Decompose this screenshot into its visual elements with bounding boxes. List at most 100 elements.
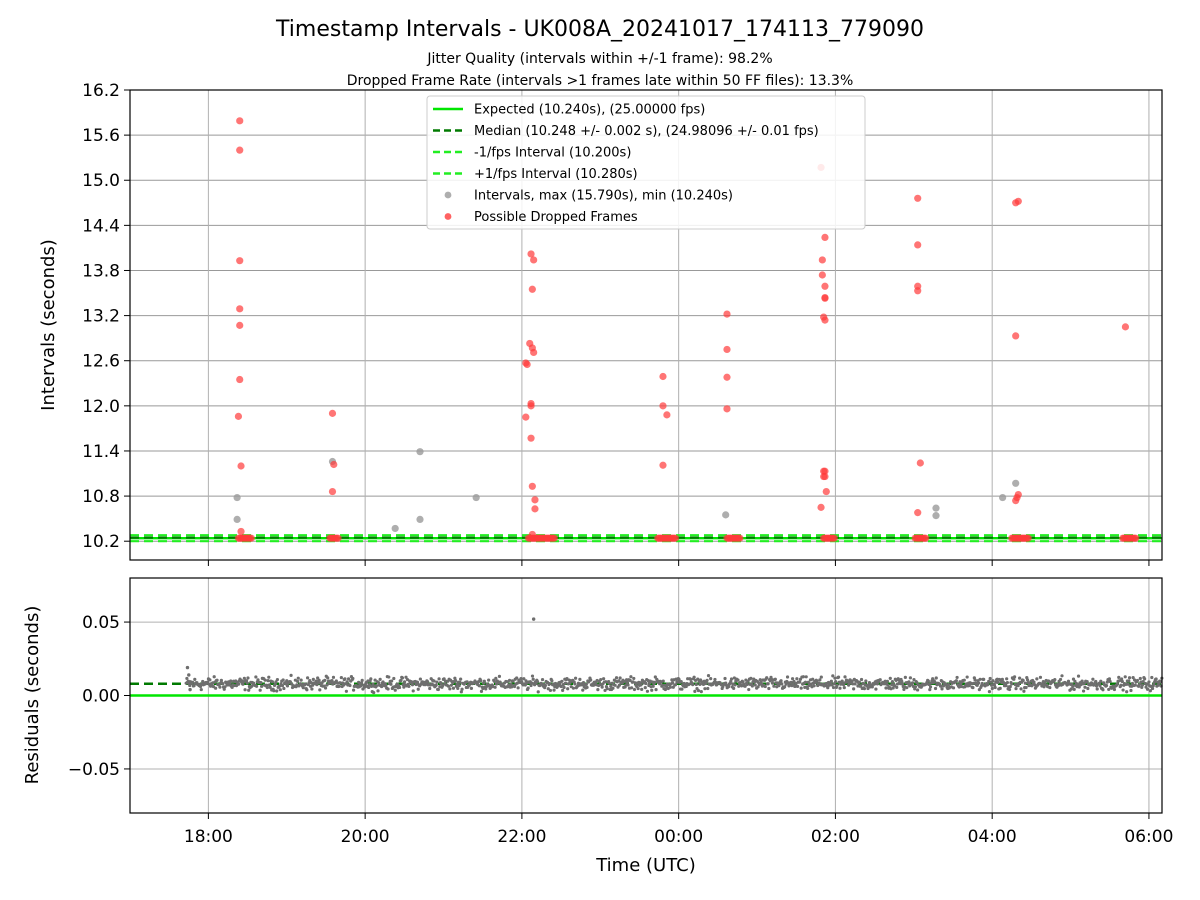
residual-point bbox=[1035, 677, 1039, 681]
dropped-frame-point bbox=[1024, 534, 1032, 542]
residual-point bbox=[1014, 687, 1018, 691]
residual-point bbox=[367, 682, 371, 687]
residual-point bbox=[434, 683, 438, 687]
dropped-frame-point bbox=[821, 472, 829, 481]
residual-point bbox=[1025, 678, 1030, 682]
residual-point bbox=[267, 683, 272, 687]
residual-point bbox=[698, 682, 702, 686]
residual-point bbox=[890, 680, 895, 684]
residual-point bbox=[1105, 680, 1109, 684]
residual-point bbox=[457, 684, 461, 688]
residual-point bbox=[337, 684, 341, 688]
residual-point bbox=[270, 680, 274, 684]
residual-point bbox=[1024, 685, 1028, 690]
residual-point bbox=[835, 683, 839, 688]
residual-point bbox=[199, 687, 203, 692]
intervals-x-ticks bbox=[207, 560, 1150, 566]
dropped-frame-point bbox=[328, 487, 337, 496]
residual-point bbox=[1148, 689, 1152, 693]
residual-point bbox=[706, 686, 710, 691]
residual-point bbox=[756, 685, 760, 689]
residual-point bbox=[795, 677, 799, 681]
residual-point bbox=[878, 678, 882, 682]
dropped-frame-point bbox=[723, 373, 731, 381]
residual-point bbox=[599, 677, 603, 682]
residual-point bbox=[247, 688, 251, 692]
dropped-frame-point bbox=[830, 534, 838, 542]
residual-point bbox=[910, 681, 915, 685]
residual-point bbox=[460, 687, 464, 691]
residual-point bbox=[692, 675, 696, 679]
residual-point bbox=[753, 683, 757, 687]
intervals-points bbox=[233, 117, 1130, 539]
residual-point bbox=[562, 685, 566, 690]
residual-point bbox=[933, 680, 937, 684]
legend-label: Median (10.248 +/- 0.002 s), (24.98096 +… bbox=[474, 124, 819, 139]
residual-point bbox=[790, 677, 795, 681]
residual-point bbox=[614, 676, 619, 680]
residual-point bbox=[535, 679, 540, 684]
residual-point bbox=[469, 686, 474, 690]
residual-point bbox=[1022, 689, 1026, 693]
residual-point bbox=[996, 680, 1000, 685]
legend-label: +1/fps Interval (10.280s) bbox=[474, 167, 638, 182]
residual-point bbox=[870, 685, 874, 689]
dropped-frame-point bbox=[723, 405, 731, 413]
residual-point bbox=[836, 675, 841, 679]
residual-point bbox=[668, 685, 673, 689]
chart-subtitle-jitter: Jitter Quality (intervals within +/-1 fr… bbox=[426, 51, 772, 67]
residual-point bbox=[829, 679, 833, 683]
residual-point bbox=[926, 679, 930, 683]
residual-point bbox=[494, 676, 498, 680]
intervals-y-tick-label: 15.0 bbox=[82, 171, 120, 191]
residual-point bbox=[1083, 685, 1087, 689]
residual-point bbox=[779, 679, 783, 683]
residual-point bbox=[223, 685, 227, 689]
residuals-y-tick-label: 0.00 bbox=[82, 687, 120, 707]
residual-outlier-point bbox=[531, 617, 536, 621]
dropped-frame-point bbox=[528, 482, 536, 490]
residual-point bbox=[853, 682, 857, 686]
residual-point bbox=[372, 691, 376, 695]
residual-point bbox=[563, 681, 568, 685]
dropped-frame-point bbox=[236, 321, 244, 329]
residuals-y-tick-label: 0.05 bbox=[82, 613, 120, 633]
residual-point bbox=[1000, 677, 1004, 681]
residual-point bbox=[951, 686, 956, 690]
residual-point bbox=[661, 679, 665, 683]
residual-point bbox=[1019, 687, 1023, 691]
residual-point bbox=[509, 682, 513, 686]
interval-point bbox=[416, 448, 424, 456]
residual-point bbox=[428, 686, 432, 691]
residual-point bbox=[874, 687, 878, 691]
residual-point bbox=[886, 683, 890, 687]
residual-point bbox=[705, 678, 709, 682]
dropped-frame-point bbox=[236, 146, 244, 154]
residual-point bbox=[905, 686, 909, 690]
residual-point bbox=[636, 686, 640, 691]
dropped-frame-point bbox=[916, 459, 924, 467]
residual-point bbox=[589, 678, 593, 682]
intervals-y-tick-label: 10.8 bbox=[82, 487, 120, 507]
residual-point bbox=[437, 677, 441, 681]
residual-point bbox=[540, 677, 545, 682]
residual-point bbox=[1005, 677, 1009, 681]
residual-point bbox=[1133, 683, 1137, 687]
interval-point bbox=[932, 512, 940, 520]
residual-point bbox=[1125, 690, 1129, 694]
residual-point bbox=[359, 681, 364, 685]
intervals-y-tick-label: 12.0 bbox=[82, 397, 120, 417]
residual-point bbox=[1095, 687, 1099, 691]
residual-point bbox=[1053, 678, 1057, 682]
dropped-frame-point bbox=[236, 375, 244, 384]
residual-point bbox=[230, 685, 234, 689]
x-tick-label: 18:00 bbox=[184, 827, 233, 847]
dropped-frame-point bbox=[821, 294, 829, 302]
residual-point bbox=[1023, 681, 1027, 685]
dropped-frame-point bbox=[550, 534, 558, 542]
dropped-frame-point bbox=[527, 434, 535, 442]
residual-point bbox=[389, 682, 393, 686]
residual-point bbox=[285, 679, 289, 683]
residual-point bbox=[785, 675, 790, 679]
residual-point bbox=[907, 680, 911, 684]
